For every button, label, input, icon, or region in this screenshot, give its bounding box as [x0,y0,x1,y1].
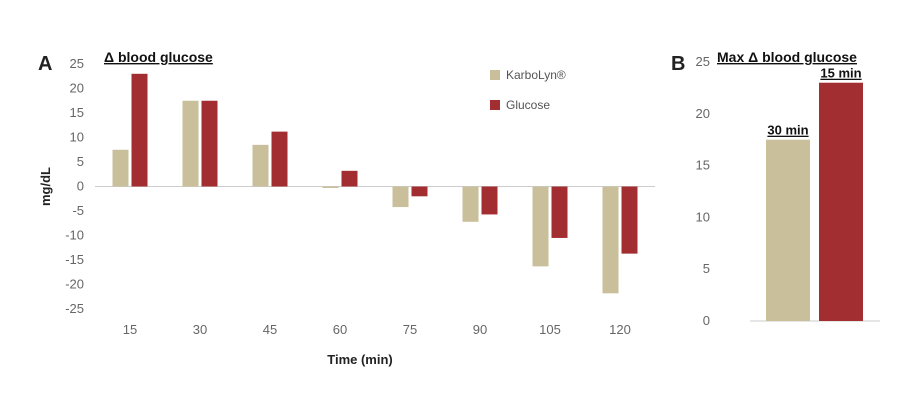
bar-label: 15 min [820,66,861,81]
x-tick-label: 90 [473,322,487,337]
bar-glucose [819,82,863,321]
bar-karbolyn-45 [252,144,269,187]
y-tick-label: 20 [696,106,710,121]
y-tick-label: -10 [65,228,84,243]
y-tick-label: 10 [70,130,84,145]
bar-glucose-45 [271,131,288,187]
legend-label-glucose: Glucose [506,98,550,112]
bar-glucose-60 [341,170,358,187]
bar-karbolyn-105 [532,186,549,267]
y-tick-label: 5 [77,154,84,169]
y-tick-label: 0 [77,179,84,194]
panel-b-title: Max Δ blood glucose [717,49,857,65]
x-tick-label: 75 [403,322,417,337]
y-tick-label: 25 [696,54,710,69]
y-tick-label: -15 [65,252,84,267]
legend-swatch-glucose [490,100,500,110]
x-tick-label: 60 [333,322,347,337]
panel-b-letter: B [671,53,685,75]
legend-label-karbolyn: KarboLyn® [506,68,566,82]
panel-b: B Max Δ blood glucose 25 20 15 10 5 0 30 min 15 m… [671,49,880,328]
bar-karbolyn [766,139,810,321]
y-tick-label: 15 [70,105,84,120]
bar-glucose-105 [551,186,568,238]
bar-karbolyn-120 [602,186,619,294]
x-tick-label: 30 [193,322,207,337]
panel-a-letter: A [38,53,52,75]
bar-karbolyn-90 [462,186,479,222]
y-tick-label: -20 [65,277,84,292]
bar-karbolyn-30 [182,100,199,187]
panel-a-title: Δ blood glucose [104,49,213,65]
bar-glucose-75 [411,186,428,197]
y-tick-label: 5 [703,261,710,276]
bar-karbolyn-75 [392,186,409,208]
y-tick-label: 20 [70,81,84,96]
x-tick-label: 45 [263,322,277,337]
y-tick-label: 10 [696,209,710,224]
x-tick-label: 105 [539,322,561,337]
bar-glucose-90 [481,186,498,215]
bar-karbolyn-60 [322,186,339,188]
bar-glucose-15 [131,73,148,187]
x-axis-label: Time (min) [327,352,393,367]
y-tick-label: 0 [703,313,710,328]
y-tick-label: -5 [72,203,84,218]
x-tick-label: 15 [123,322,137,337]
bar-glucose-30 [201,100,218,187]
bar-karbolyn-15 [112,149,129,187]
bar-label: 30 min [767,123,808,138]
x-tick-label: 120 [609,322,631,337]
y-tick-label: -25 [65,301,84,316]
y-axis-label: mg/dL [38,167,53,206]
legend-swatch-karbolyn [490,70,500,80]
y-tick-label: 25 [70,56,84,71]
bar-glucose-120 [621,186,638,254]
y-tick-label: 15 [696,158,710,173]
